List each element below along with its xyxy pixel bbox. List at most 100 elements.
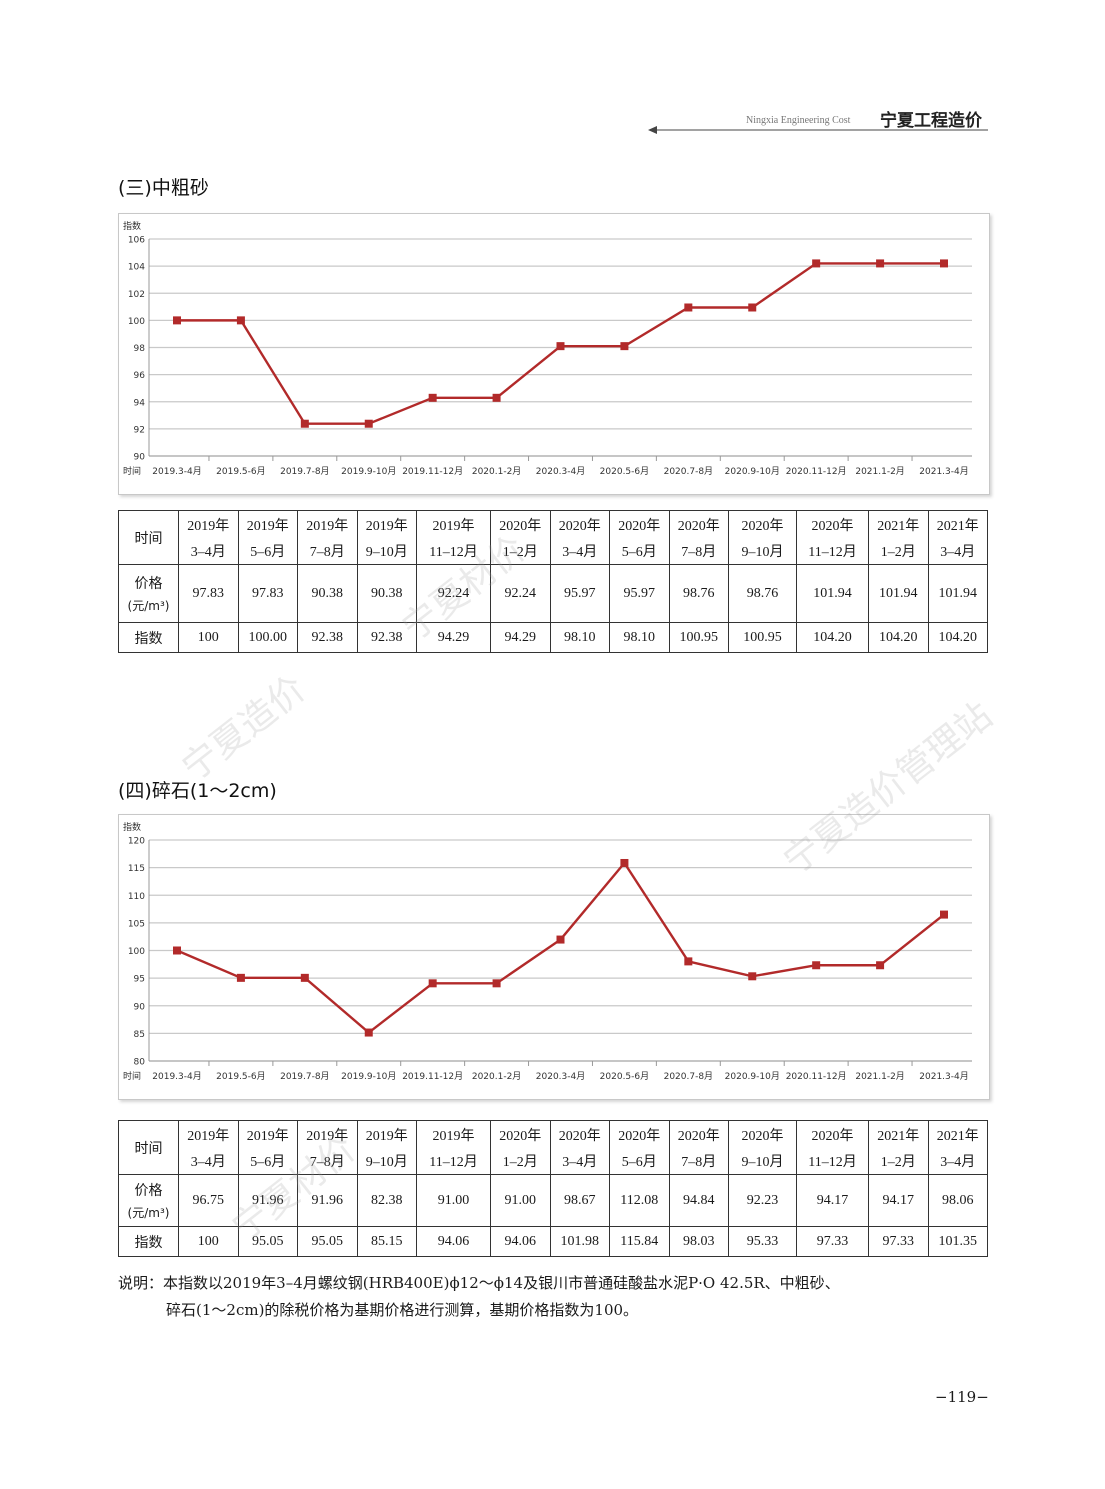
data-point: [876, 961, 885, 970]
period-year: 2019年: [432, 518, 475, 534]
period-year: 2019年: [306, 1128, 349, 1144]
data-point: [812, 259, 821, 268]
price-cell: 91.96: [297, 1174, 358, 1227]
header-arrow-rule: [648, 126, 988, 134]
data-point: [236, 973, 245, 982]
price-cell: 112.08: [609, 1174, 670, 1227]
price-cell: 97.83: [178, 564, 239, 623]
y-tick-label: 95: [134, 975, 145, 985]
index-cell: 98.10: [609, 622, 670, 653]
data-point: [428, 393, 437, 402]
table-row-price: 价格 (元/m³) 96.75 91.96 91.96 82.38 91.00 91.00 98…: [118, 1174, 988, 1227]
price-cell: 101.94: [796, 564, 869, 623]
data-point: [173, 946, 181, 955]
price-cell: 101.94: [868, 564, 929, 623]
period-cell: 2020年 1–2月: [490, 1120, 551, 1175]
period-cell: 2019年 11–12月: [416, 510, 491, 565]
period-year: 2020年: [558, 1128, 601, 1144]
index-cell: 100: [178, 1226, 239, 1257]
period-cell: 2019年 7–8月: [297, 510, 358, 565]
y-tick-label: 100: [128, 947, 145, 957]
index-cell: 94.06: [490, 1226, 551, 1257]
chart-sand-svg: 指数 90 92 94 96 98 100 102 104 106 时间 2019.3-4月 2019.…: [123, 220, 972, 477]
index-cell: 95.05: [237, 1226, 298, 1257]
index-cell: 95.33: [728, 1226, 797, 1257]
row-label-index: 指数: [118, 1226, 179, 1257]
period-cell: 2020年 11–12月: [796, 510, 869, 565]
y-tick-label: 106: [128, 236, 145, 246]
data-point: [748, 303, 757, 312]
period-year: 2020年: [618, 518, 661, 534]
period-year: 2019年: [187, 1128, 230, 1144]
row-label-time: 时间: [118, 510, 179, 565]
data-point: [620, 858, 629, 867]
period-cell: 2020年 5–6月: [609, 1120, 670, 1175]
y-tick-label: 90: [134, 453, 146, 463]
y-tick-label: 90: [134, 1002, 146, 1012]
x-tick-label: 2019.7-8月: [280, 1071, 329, 1082]
period-cell: 2020年 5–6月: [609, 510, 670, 565]
price-cell: 94.17: [868, 1174, 929, 1227]
period-months: 3–4月: [190, 1154, 226, 1170]
index-cell: 98.03: [668, 1226, 729, 1257]
data-point: [300, 973, 309, 982]
y-tick-label: 92: [134, 425, 145, 435]
x-tick-label: 2021.3-4月: [919, 466, 968, 477]
period-cell: 2020年 11–12月: [796, 1120, 869, 1175]
y-tick-label: 98: [134, 344, 146, 354]
data-point: [364, 1028, 373, 1037]
y-tick-label: 104: [128, 263, 145, 273]
data-point: [492, 393, 501, 402]
price-cell: 92.23: [728, 1174, 797, 1227]
x-tick-label: 2020.3-4月: [536, 466, 585, 477]
price-cell: 98.76: [728, 564, 797, 623]
period-months: 9–10月: [741, 544, 784, 560]
index-cell: 94.29: [416, 622, 491, 653]
price-cell: 90.38: [356, 564, 417, 623]
x-tick-label: 2020.5-6月: [600, 1071, 649, 1082]
index-cell: 100.95: [728, 622, 797, 653]
period-months: 1–2月: [880, 544, 916, 560]
period-months: 3–4月: [562, 544, 598, 560]
x-tick-label: 2021.1-2月: [855, 466, 904, 477]
x-tick-label: 2019.11-12月: [402, 1071, 463, 1082]
index-cell: 100: [178, 622, 239, 653]
period-year: 2019年: [365, 518, 408, 534]
x-tick-label: 2019.5-6月: [216, 466, 265, 477]
x-tick-label: 2021.1-2月: [855, 1071, 904, 1082]
period-year: 2020年: [499, 518, 542, 534]
period-year: 2020年: [741, 1128, 784, 1144]
price-cell: 94.17: [796, 1174, 869, 1227]
section-title-sand: (三)中粗砂: [118, 177, 209, 199]
price-unit: (元/m³): [127, 1206, 170, 1220]
y-tick-label: 94: [134, 398, 146, 408]
index-cell: 97.33: [796, 1226, 869, 1257]
page-number: −119−: [935, 1388, 989, 1406]
period-year: 2021年: [877, 1128, 920, 1144]
period-cell: 2019年 3–4月: [178, 510, 239, 565]
period-months: 5–6月: [250, 544, 286, 560]
y-tick-label: 85: [134, 1030, 145, 1040]
period-months: 11–12月: [808, 1154, 857, 1170]
period-cell: 2020年 9–10月: [728, 510, 797, 565]
period-cell: 2019年 5–6月: [237, 1120, 298, 1175]
period-months: 5–6月: [621, 544, 657, 560]
data-point: [173, 316, 181, 325]
period-year: 2019年: [306, 518, 349, 534]
y-axis-label: 指数: [123, 220, 141, 232]
series-line: [176, 860, 945, 1035]
x-tick-label: 2019.7-8月: [280, 466, 329, 477]
data-point: [876, 259, 885, 268]
table-row-index: 指数 100 100.00 92.38 92.38 94.29 94.29 98.10 98.1…: [118, 622, 988, 653]
index-cell: 85.15: [356, 1226, 417, 1257]
index-cell: 95.05: [297, 1226, 358, 1257]
period-year: 2020年: [618, 1128, 661, 1144]
data-point: [364, 419, 373, 428]
period-months: 1–2月: [502, 1154, 538, 1170]
period-cell: 2021年 1–2月: [868, 1120, 929, 1175]
data-point: [492, 979, 501, 988]
x-tick-label: 2020.11-12月: [786, 466, 847, 477]
index-cell: 104.20: [796, 622, 869, 653]
period-cell: 2019年 11–12月: [416, 1120, 491, 1175]
header-english-title: Ningxia Engineering Cost: [746, 115, 851, 126]
